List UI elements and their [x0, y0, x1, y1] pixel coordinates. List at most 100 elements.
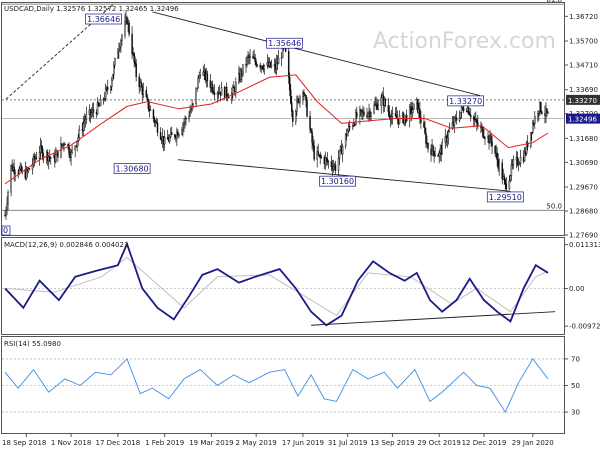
candle-body — [39, 145, 42, 153]
candle-body — [35, 157, 38, 160]
price-panel-title: USDCAD,Daily 1.32576 1.32572 1.32465 1.3… — [4, 5, 179, 13]
candle-body — [512, 159, 515, 165]
price-axis-label: 1.28680 — [569, 208, 598, 216]
candle-body — [458, 117, 461, 121]
candle-body — [541, 111, 543, 114]
candle-body — [213, 92, 216, 96]
candle-body — [425, 132, 427, 144]
time-axis-label: 13 Sep 2019 — [370, 439, 414, 447]
candle-body — [291, 102, 293, 112]
candle-body — [348, 125, 351, 128]
macd-panel-title: MACD(12,26,9) 0.002846 0.004023 — [4, 241, 128, 249]
candle-body — [83, 121, 86, 124]
candle-body — [432, 145, 434, 152]
candle-body — [299, 96, 301, 104]
candle-body — [206, 73, 209, 81]
price-axis-label: 1.36720 — [569, 13, 598, 21]
candle-body — [505, 183, 508, 190]
candle-body — [305, 95, 307, 101]
candle-body — [433, 151, 435, 157]
fib-level-label: 61.8 — [546, 0, 562, 4]
candle-body — [212, 90, 215, 93]
candle-body — [394, 113, 397, 116]
candle-body — [92, 109, 95, 113]
candle-body — [374, 104, 376, 106]
candle-body — [317, 151, 319, 156]
moving-average-line — [4, 74, 549, 185]
candle-body — [254, 57, 256, 62]
candle-body — [227, 97, 230, 99]
price-annotation-label: 1.30680 — [116, 165, 149, 174]
candle-body — [356, 112, 358, 117]
candle-body — [134, 61, 136, 64]
candle-body — [232, 86, 234, 94]
rsi-line — [4, 358, 549, 414]
candle-body — [269, 61, 272, 68]
price-axis-label: 1.30690 — [569, 159, 598, 167]
macd-panel-frame — [1, 237, 565, 335]
candle-body — [163, 137, 166, 145]
candle-body — [120, 40, 122, 48]
candle-body — [509, 175, 512, 181]
candle-body — [113, 64, 115, 75]
candle-body — [103, 98, 106, 100]
candle-body — [303, 92, 305, 96]
macd-line — [4, 241, 549, 327]
candle-body — [311, 131, 313, 143]
candle-body — [346, 130, 349, 137]
candle-body — [453, 117, 456, 126]
candle-body — [537, 113, 539, 117]
candle-body — [388, 111, 391, 117]
candle-body — [261, 65, 264, 69]
candle-body — [370, 112, 372, 117]
candle-body — [41, 148, 44, 158]
fib-zero-box — [1, 225, 11, 236]
price-axis-label: 1.27690 — [569, 232, 598, 240]
candle-body — [146, 96, 149, 100]
candle-body — [287, 51, 290, 78]
candle-body — [280, 57, 283, 59]
price-axis-label: 1.34710 — [569, 61, 598, 69]
price-annotation-box — [266, 37, 303, 49]
candle-body — [341, 145, 344, 155]
candle-body — [138, 76, 140, 88]
candle-body — [270, 65, 273, 68]
candle-body — [249, 55, 251, 59]
time-axis: 18 Sep 2018 1 Nov 2018 17 Dec 2018 1 Feb 20… — [2, 434, 554, 447]
candle-body — [184, 118, 186, 123]
candle-body — [525, 142, 528, 154]
candle-body — [128, 22, 130, 35]
candle-body — [90, 112, 93, 116]
candle-body — [292, 111, 294, 122]
candle-body — [461, 106, 464, 109]
candle-body — [501, 162, 503, 180]
candle-body — [185, 118, 187, 120]
candle-body — [359, 109, 361, 117]
candle-body — [529, 132, 532, 148]
price-annotation-label: 1.35646 — [268, 39, 301, 48]
candle-body — [252, 55, 254, 59]
candle-body — [510, 164, 513, 176]
candle-body — [476, 119, 478, 124]
candle-body — [192, 103, 194, 106]
candle-body — [6, 203, 8, 211]
macd-axis-label: 0.011313 — [569, 241, 600, 249]
candle-body — [242, 64, 244, 75]
candle-body — [367, 113, 369, 117]
candle-body — [42, 155, 45, 158]
candle-body — [28, 168, 31, 170]
candle-body — [202, 71, 205, 76]
candle-body — [118, 48, 120, 52]
candle-body — [533, 122, 535, 125]
price-annotation-label: 1.33270 — [449, 97, 482, 106]
candle-body — [494, 145, 496, 154]
macd-axis-label: 0.00 — [569, 285, 585, 293]
candle-body — [174, 134, 176, 138]
candle-body — [338, 149, 341, 159]
macd-axis-label: -0.009729 — [569, 323, 600, 331]
candle-body — [76, 141, 78, 147]
candle-body — [197, 77, 199, 89]
candle-body — [106, 87, 109, 90]
dashed-trendline — [5, 4, 114, 100]
candle-body — [126, 17, 128, 24]
